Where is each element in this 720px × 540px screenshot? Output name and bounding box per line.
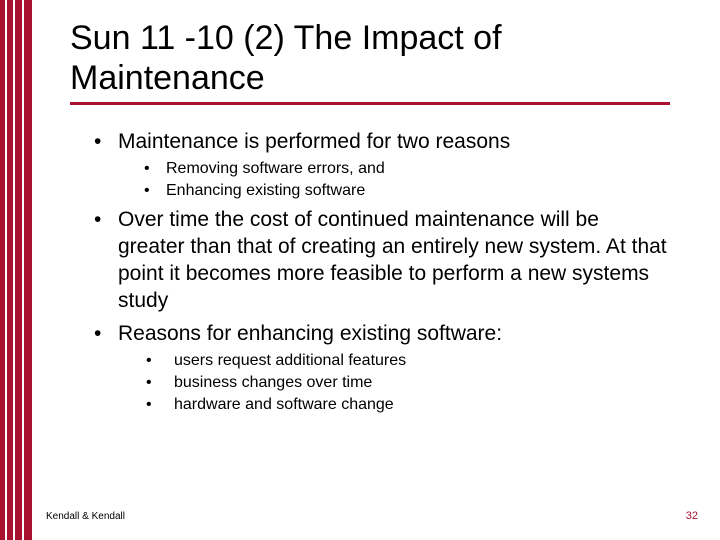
sub-list: Removing software errors, and Enhancing … — [118, 158, 670, 201]
slide-title: Sun 11 -10 (2) The Impact of Maintenance — [70, 18, 670, 98]
bullet-item: Maintenance is performed for two reasons… — [94, 129, 670, 201]
accent-stripe-4 — [24, 0, 32, 540]
bullet-text: Reasons for enhancing existing software: — [118, 322, 502, 345]
sub-item: hardware and software change — [146, 394, 670, 416]
sub-item: Enhancing existing software — [144, 180, 670, 202]
bullet-item: Reasons for enhancing existing software:… — [94, 321, 670, 417]
sub-text: users request additional features — [174, 352, 406, 369]
sub-text: hardware and software change — [174, 396, 394, 413]
sub-item: users request additional features — [146, 350, 670, 372]
sub-item: business changes over time — [146, 372, 670, 394]
sub-text: Removing software errors, and — [166, 160, 385, 177]
accent-stripe-1 — [0, 0, 5, 540]
sub-text: business changes over time — [174, 374, 372, 391]
title-underline — [70, 102, 670, 105]
bullet-text: Over time the cost of continued maintena… — [118, 208, 667, 312]
slide-body: Sun 11 -10 (2) The Impact of Maintenance… — [40, 0, 700, 540]
footer-author: Kendall & Kendall — [46, 511, 125, 522]
bullet-list: Maintenance is performed for two reasons… — [70, 129, 670, 417]
sub-item: Removing software errors, and — [144, 158, 670, 180]
sub-list: users request additional features busine… — [118, 350, 670, 417]
bullet-text: Maintenance is performed for two reasons — [118, 130, 510, 153]
sub-text: Enhancing existing software — [166, 182, 365, 199]
accent-stripe-2 — [7, 0, 13, 540]
bullet-item: Over time the cost of continued maintena… — [94, 207, 670, 315]
accent-stripe-3 — [15, 0, 22, 540]
slide-number: 32 — [686, 510, 698, 522]
